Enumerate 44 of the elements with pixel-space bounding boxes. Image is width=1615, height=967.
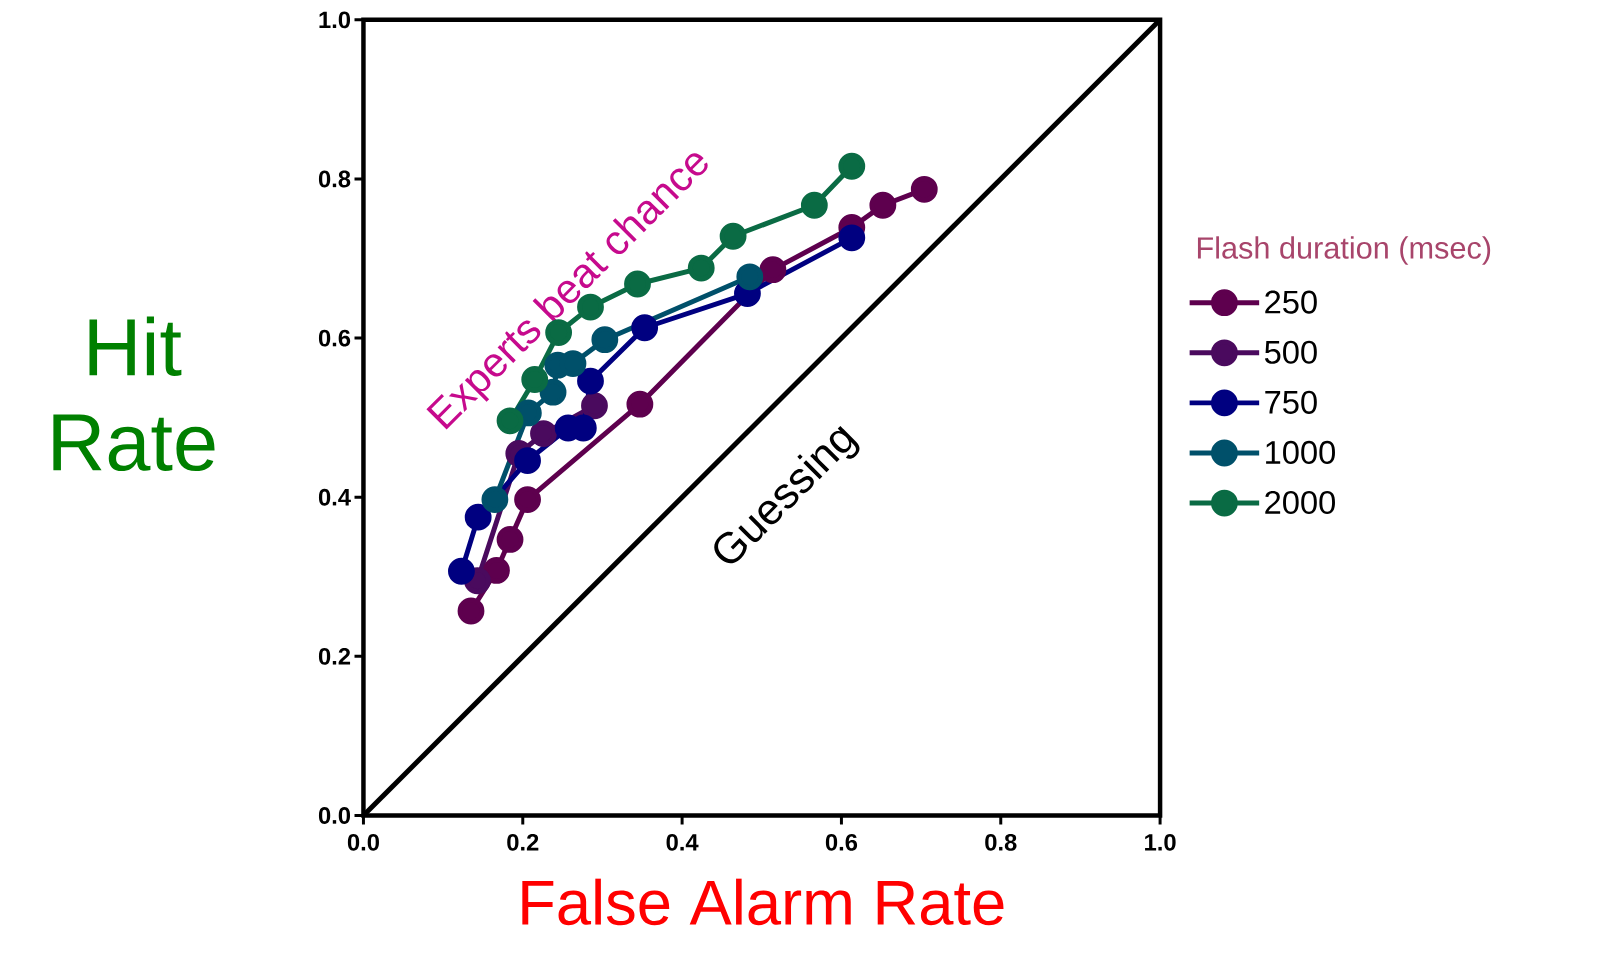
point xyxy=(448,557,475,585)
x-axis-title: False Alarm Rate xyxy=(522,878,1004,925)
point xyxy=(577,367,604,395)
point xyxy=(581,392,608,419)
x-tick-label: 1.0 xyxy=(1145,833,1176,851)
legend-title: Flash duration (msec) xyxy=(1197,236,1491,265)
y-tick-label: 0.8 xyxy=(318,170,351,188)
y-tick-label: 0.2 xyxy=(318,647,351,665)
x-tick-label: 0.0 xyxy=(347,833,379,851)
y-tick-label: 1.0 xyxy=(319,11,351,29)
point xyxy=(591,326,619,353)
legend-label: 1000 xyxy=(1266,440,1335,464)
point xyxy=(496,525,524,553)
x-tick-label: 0.4 xyxy=(666,833,699,851)
legend-label: 2000 xyxy=(1265,490,1335,514)
point xyxy=(719,222,747,250)
point xyxy=(483,556,510,584)
legend-label: 500 xyxy=(1264,340,1317,364)
point xyxy=(759,256,787,283)
legend-label: 250 xyxy=(1265,290,1317,314)
x-tick-label: 0.2 xyxy=(507,833,539,851)
y-axis-title: Hit Rate xyxy=(53,316,215,471)
y-tick-label: 0.6 xyxy=(318,329,351,347)
point xyxy=(626,390,654,418)
point xyxy=(869,191,897,219)
point xyxy=(514,446,541,474)
point xyxy=(514,485,541,513)
x-tick-label: 0.8 xyxy=(985,833,1017,851)
point xyxy=(464,503,492,531)
point xyxy=(838,224,866,252)
point xyxy=(910,175,938,203)
y-tick-label: 0.4 xyxy=(318,488,351,506)
point xyxy=(624,270,651,298)
point xyxy=(481,485,509,513)
point xyxy=(539,378,567,406)
point xyxy=(687,254,715,282)
point xyxy=(631,314,659,341)
point xyxy=(838,152,866,180)
point xyxy=(736,263,764,291)
point xyxy=(457,597,485,625)
point xyxy=(800,191,828,219)
x-tick-label: 0.6 xyxy=(825,833,858,851)
legend-label: 750 xyxy=(1265,390,1317,414)
y-tick-label: 0.0 xyxy=(318,806,351,824)
